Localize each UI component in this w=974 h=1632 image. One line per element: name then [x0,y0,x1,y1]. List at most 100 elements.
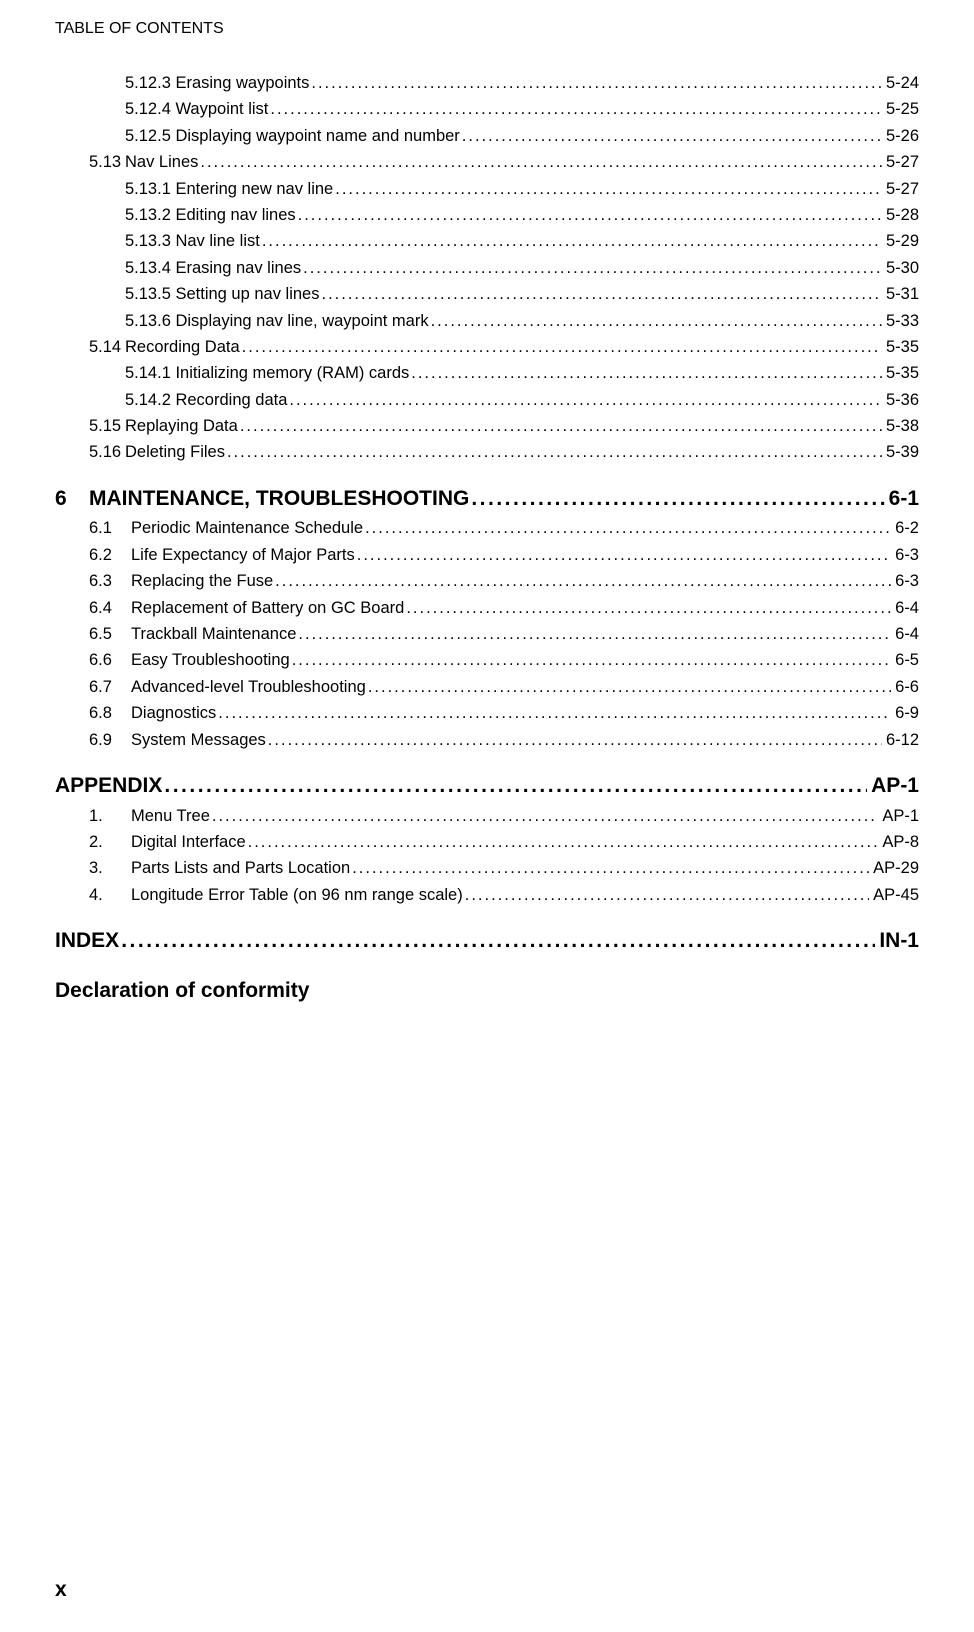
toc-chapter-row: APPENDIX AP-1 [55,769,919,803]
toc-page: 6-4 [891,621,919,647]
toc-label: 6.3Replacing the Fuse [89,568,273,594]
toc-page: IN-1 [875,924,919,958]
toc-leader-dots [225,439,882,465]
toc-row: 5.14.2 Recording data 5-36 [55,387,919,413]
toc-page: 6-1 [885,482,919,516]
toc-label: 6.4Replacement of Battery on GC Board [89,595,404,621]
toc-leader-dots [409,360,882,386]
toc-label: 6.8Diagnostics [89,700,216,726]
toc-row: 1.Menu Tree AP-1 [55,803,919,829]
toc-leader-dots [319,281,881,307]
toc-label: 5.13.5 Setting up nav lines [125,281,319,307]
toc-leader-dots [404,595,891,621]
toc-leader-dots [260,228,882,254]
toc-row: 5.14.1 Initializing memory (RAM) cards 5… [55,360,919,386]
toc-leader-dots [296,202,882,228]
toc-page: 5-36 [882,387,919,413]
toc-chapter-label: 6MAINTENANCE, TROUBLESHOOTING [55,482,469,516]
toc-leader-dots [363,515,891,541]
toc-page: 6-12 [882,727,919,753]
toc-row: 5.13.3 Nav line list 5-29 [55,228,919,254]
toc-label: 5.13Nav Lines [89,149,198,175]
toc-page: 5-26 [882,123,919,149]
toc-chapter-label: APPENDIX [55,769,162,803]
toc-leader-dots [266,727,882,753]
toc-row: 5.12.4 Waypoint list 5-25 [55,96,919,122]
toc-leader-dots [119,924,875,958]
toc-page: AP-1 [867,769,919,803]
toc-row: 5.15Replaying Data 5-38 [55,413,919,439]
toc-page: 5-30 [882,255,919,281]
toc-leader-dots [333,176,882,202]
toc-label: 4.Longitude Error Table (on 96 nm range … [89,882,463,908]
toc-leader-dots [246,829,879,855]
toc-page: 5-29 [882,228,919,254]
toc-label: 5.15Replaying Data [89,413,238,439]
toc-row: 3.Parts Lists and Parts Location AP-29 [55,855,919,881]
toc-row: 2.Digital Interface AP-8 [55,829,919,855]
toc-page: 5-35 [882,334,919,360]
toc-label: 5.14.2 Recording data [125,387,287,413]
toc-row: 5.16Deleting Files 5-39 [55,439,919,465]
toc-leader-dots [210,803,878,829]
toc-page: 6-5 [891,647,919,673]
toc-chapter-label: INDEX [55,924,119,958]
toc-page: 5-24 [882,70,919,96]
toc-leader-dots [296,621,891,647]
toc-row: 5.13.1 Entering new nav line 5-27 [55,176,919,202]
toc-leader-dots [301,255,882,281]
toc-page: 5-28 [882,202,919,228]
toc-page: 6-9 [891,700,919,726]
page-header: TABLE OF CONTENTS [55,20,919,38]
toc-label: 5.16Deleting Files [89,439,225,465]
toc-page: 5-38 [882,413,919,439]
toc-label: 6.7Advanced-level Troubleshooting [89,674,366,700]
toc-page: 5-25 [882,96,919,122]
toc-row: 5.12.5 Displaying waypoint name and numb… [55,123,919,149]
toc-label: 5.13.6 Displaying nav line, waypoint mar… [125,308,429,334]
toc-row: 5.13.5 Setting up nav lines 5-31 [55,281,919,307]
toc-page: AP-8 [878,829,919,855]
toc-page: 5-35 [882,360,919,386]
toc-row: 6.5Trackball Maintenance 6-4 [55,621,919,647]
toc-page: 6-6 [891,674,919,700]
toc-page: 5-27 [882,149,919,175]
toc-label: 5.14Recording Data [89,334,240,360]
toc-leader-dots [216,700,891,726]
toc-page: AP-1 [878,803,919,829]
toc-row: 5.13.4 Erasing nav lines 5-30 [55,255,919,281]
toc-page: AP-45 [869,882,919,908]
toc-leader-dots [238,413,882,439]
toc-leader-dots [463,882,869,908]
toc-label: 5.13.3 Nav line list [125,228,260,254]
toc-label: 6.5Trackball Maintenance [89,621,296,647]
toc-leader-dots [460,123,882,149]
toc-row: 6.2Life Expectancy of Major Parts 6-3 [55,542,919,568]
toc-row: 5.13.2 Editing nav lines 5-28 [55,202,919,228]
toc-leader-dots [287,387,882,413]
declaration-heading: Declaration of conformity [55,974,919,1008]
toc-page: 5-39 [882,439,919,465]
toc-chapter-row: INDEX IN-1 [55,924,919,958]
toc-label: 6.2Life Expectancy of Major Parts [89,542,355,568]
toc-page: 6-3 [891,542,919,568]
toc-row: 6.8Diagnostics 6-9 [55,700,919,726]
toc-page: 5-33 [882,308,919,334]
toc-leader-dots [290,647,891,673]
toc-label: 2.Digital Interface [89,829,246,855]
toc-leader-dots [355,542,891,568]
toc-leader-dots [309,70,882,96]
toc-label: 5.14.1 Initializing memory (RAM) cards [125,360,409,386]
toc-row: 5.13.6 Displaying nav line, waypoint mar… [55,308,919,334]
toc-label: 6.1Periodic Maintenance Schedule [89,515,363,541]
toc-page: 5-27 [882,176,919,202]
table-of-contents: 5.12.3 Erasing waypoints 5-24 5.12.4 Way… [55,70,919,1007]
toc-leader-dots [273,568,891,594]
toc-row: 5.12.3 Erasing waypoints 5-24 [55,70,919,96]
toc-label: 5.13.2 Editing nav lines [125,202,296,228]
toc-label: 5.12.3 Erasing waypoints [125,70,309,96]
toc-leader-dots [429,308,882,334]
toc-page: 6-4 [891,595,919,621]
toc-leader-dots [366,674,891,700]
toc-row: 6.9System Messages 6-12 [55,727,919,753]
